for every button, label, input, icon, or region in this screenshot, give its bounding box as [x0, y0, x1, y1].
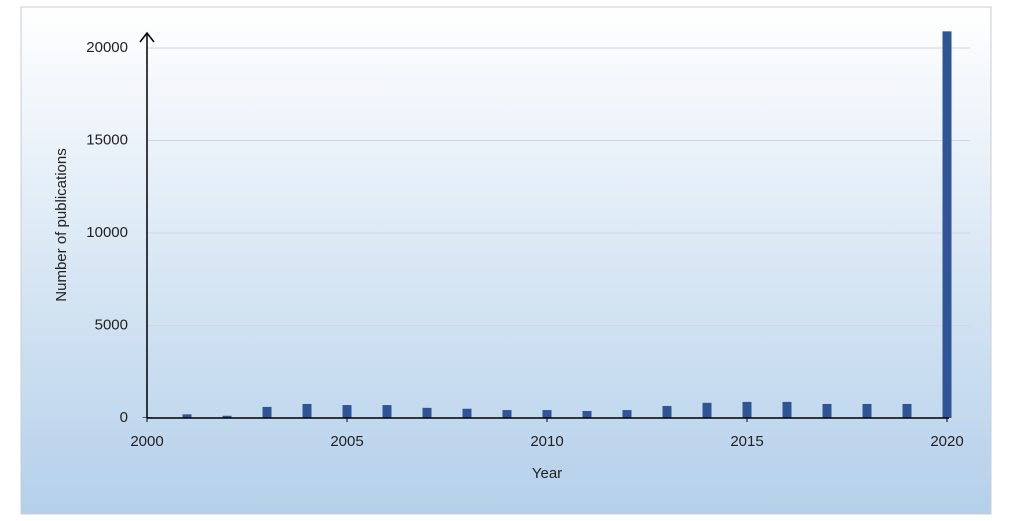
bar	[182, 414, 192, 418]
bar	[222, 415, 232, 418]
bar	[542, 410, 552, 418]
bar	[502, 410, 512, 418]
bar	[342, 405, 352, 418]
x-tick-label: 2005	[330, 433, 363, 450]
bar	[662, 405, 672, 418]
x-tick-label: 2015	[730, 433, 763, 450]
x-tick-label: 2000	[130, 433, 163, 450]
y-axis-label: Number of publications	[53, 148, 70, 301]
bar	[822, 403, 832, 418]
bar	[782, 401, 792, 418]
x-tick-label: 2010	[530, 433, 563, 450]
x-axis-label: Year	[532, 465, 562, 482]
bar	[422, 407, 432, 418]
y-axis-arrow	[139, 31, 155, 43]
bar	[302, 403, 312, 418]
plot-area: 0 5000 10000 15000 20000 2000 2005 2010 2015 2020	[86, 31, 970, 450]
bar	[462, 408, 472, 418]
bar	[262, 406, 272, 418]
y-tick-label: 20000	[86, 39, 128, 56]
bar	[902, 403, 912, 418]
bar	[382, 405, 392, 418]
chart-background	[20, 6, 992, 515]
bar	[742, 401, 752, 418]
y-tick-label: 10000	[86, 224, 128, 241]
y-tick-label: 0	[120, 409, 128, 426]
bar	[582, 410, 592, 418]
bar	[862, 403, 872, 418]
x-tick-label: 2020	[930, 433, 963, 450]
y-tick-label: 15000	[86, 131, 128, 148]
bar	[942, 31, 952, 418]
y-tick-label: 5000	[95, 316, 128, 333]
bar	[702, 402, 712, 418]
bar	[622, 410, 632, 418]
